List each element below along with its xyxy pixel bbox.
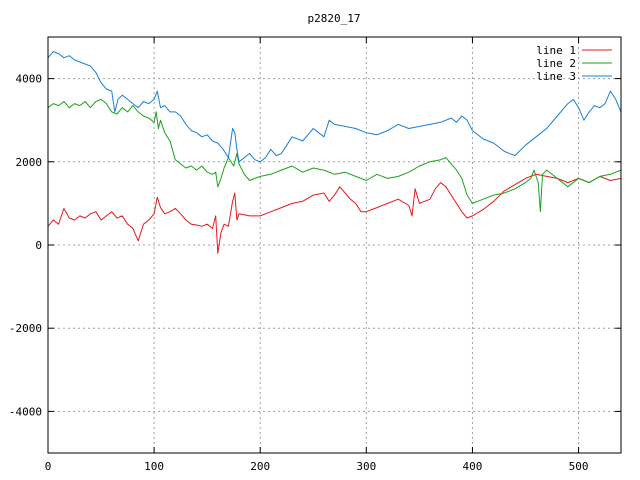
x-tick-label: 400 bbox=[463, 460, 483, 473]
y-tick-label: 0 bbox=[35, 239, 42, 252]
axis-ticks: 0 100 200 300 400 500 -4000 -2000 0 2000 4000 bbox=[9, 37, 621, 473]
chart-title: p2820_17 bbox=[308, 12, 361, 25]
grid bbox=[48, 37, 621, 453]
series-line-2 bbox=[47, 98, 622, 213]
x-tick-label: 200 bbox=[250, 460, 270, 473]
x-tick-label: 500 bbox=[569, 460, 589, 473]
series-line-3 bbox=[47, 51, 622, 163]
legend-label-3: line 3 bbox=[536, 70, 576, 83]
x-tick-label: 300 bbox=[356, 460, 376, 473]
y-tick-label: -4000 bbox=[9, 405, 42, 418]
y-tick-label: 2000 bbox=[16, 156, 43, 169]
legend-label-1: line 1 bbox=[536, 44, 576, 57]
y-tick-label: -2000 bbox=[9, 322, 42, 335]
legend-label-2: line 2 bbox=[536, 57, 576, 70]
x-tick-label: 0 bbox=[45, 460, 52, 473]
y-tick-label: 4000 bbox=[16, 73, 43, 86]
x-tick-label: 100 bbox=[144, 460, 164, 473]
series-group bbox=[47, 51, 622, 254]
series-line-1 bbox=[47, 173, 622, 254]
